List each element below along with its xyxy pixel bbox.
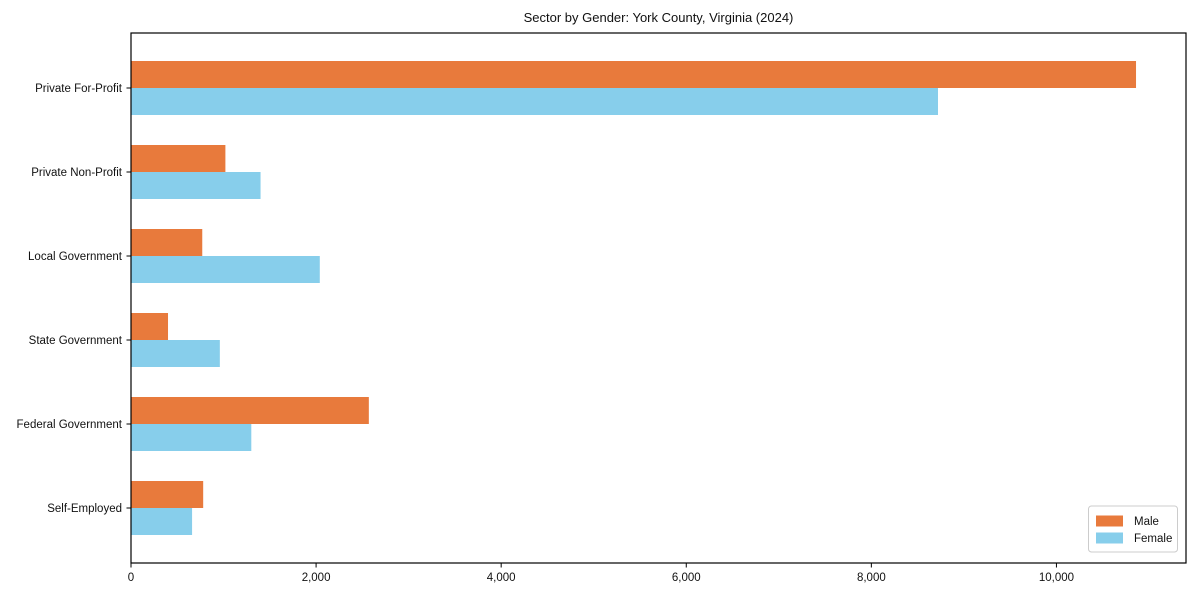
legend-label-female: Female [1134,533,1172,545]
chart-title: Sector by Gender: York County, Virginia … [523,10,794,25]
bar-female-private-non-profit [131,172,261,199]
category-label-self-employed: Self-Employed [47,503,122,515]
bar-male-self-employed [131,481,204,508]
bar-male-state-government [131,313,169,340]
x-tick-label: 10,000 [1039,572,1074,584]
legend-swatch-female [1096,532,1123,544]
bar-female-federal-government [131,424,252,451]
x-tick-label: 6,000 [672,572,701,584]
bar-female-local-government [131,256,320,283]
bar-male-private-non-profit [131,145,226,172]
legend-swatch-male [1096,515,1123,527]
bar-female-state-government [131,340,220,367]
category-label-private-for-profit: Private For-Profit [35,83,123,95]
category-label-state-government: State Government [29,335,123,347]
category-label-local-government: Local Government [28,251,123,263]
bar-male-local-government [131,229,203,256]
category-label-federal-government: Federal Government [17,419,123,431]
category-label-private-non-profit: Private Non-Profit [31,167,123,179]
x-tick-label: 2,000 [302,572,331,584]
legend-label-male: Male [1134,516,1159,528]
plot-frame [130,32,1187,564]
x-tick-label: 4,000 [487,572,516,584]
bar-male-federal-government [131,397,369,424]
legend-box [1088,505,1178,553]
x-tick-label: 0 [128,572,134,584]
bar-female-self-employed [131,508,193,535]
bar-female-private-for-profit [131,88,938,115]
x-tick-label: 8,000 [857,572,886,584]
bar-male-private-for-profit [131,61,1137,88]
